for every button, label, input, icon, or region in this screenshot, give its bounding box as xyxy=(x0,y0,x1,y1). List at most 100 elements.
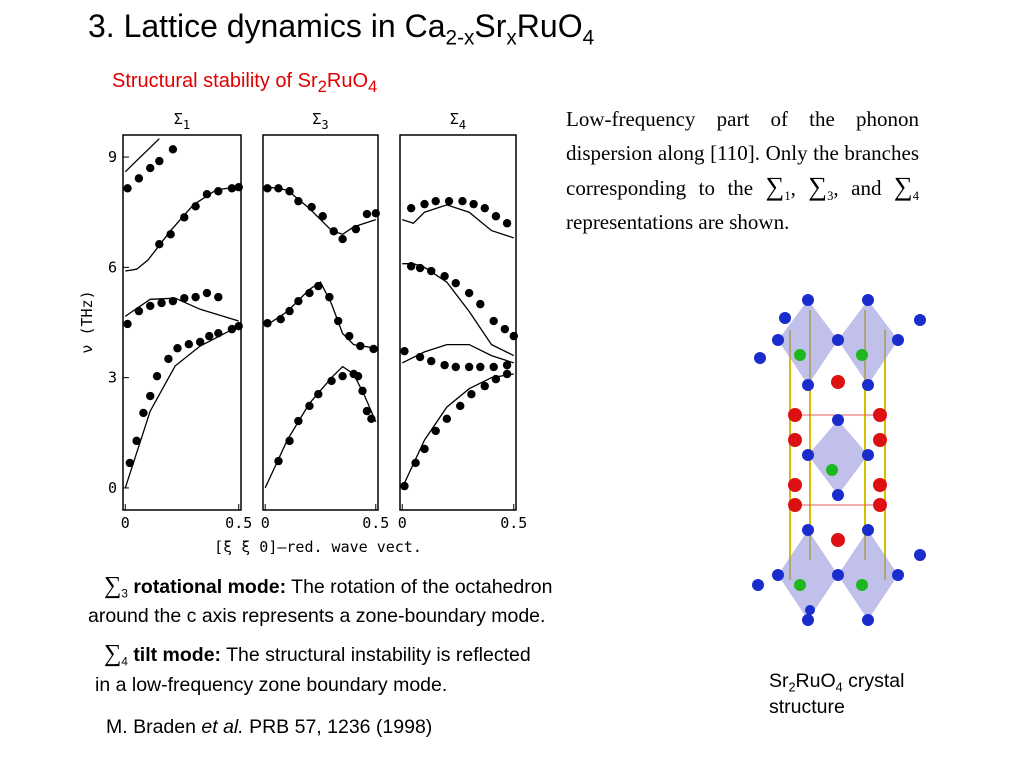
caption-text: RuO xyxy=(795,670,836,692)
title-text: RuO xyxy=(516,8,583,44)
subtitle-sub: 2 xyxy=(317,77,327,96)
data-point xyxy=(285,306,294,316)
data-point xyxy=(480,203,489,213)
data-point xyxy=(400,481,409,491)
data-point xyxy=(157,298,166,308)
panel-title-symbol: Σ xyxy=(312,110,321,128)
subtitle-text: Structural stability of Sr xyxy=(112,70,318,92)
panel-title: Σ4 xyxy=(450,110,466,132)
data-point xyxy=(184,339,194,349)
caption-sub: 2 xyxy=(788,680,796,695)
dispersion-curve xyxy=(124,138,160,173)
data-point xyxy=(442,414,452,424)
figure-subtitle: Structural stability of Sr2RuO4 xyxy=(112,70,377,97)
dispersion-curve xyxy=(125,185,239,272)
data-point xyxy=(146,301,155,311)
x-tick-label: 0.5 xyxy=(362,514,389,532)
data-point xyxy=(123,319,132,329)
dispersion-curve xyxy=(401,373,514,489)
data-point xyxy=(500,324,510,334)
data-point xyxy=(451,362,460,372)
data-point xyxy=(464,288,474,298)
panel-title-sub: 3 xyxy=(321,118,328,132)
data-point xyxy=(146,391,155,401)
panel-title-symbol: Σ xyxy=(450,110,459,128)
data-point xyxy=(123,184,132,193)
y-tick-label: 0 xyxy=(108,479,117,497)
dispersion-curve xyxy=(265,185,377,236)
panel-title: Σ1 xyxy=(174,110,190,132)
slide-title: 3. Lattice dynamics in Ca2-xSrxRuO4 xyxy=(88,8,594,48)
dispersion-curve xyxy=(401,343,515,364)
x-tick-label: 0 xyxy=(261,514,270,532)
data-point xyxy=(406,203,416,213)
dispersion-curve xyxy=(124,325,239,489)
data-point xyxy=(431,426,440,436)
data-point xyxy=(458,196,467,206)
data-point xyxy=(502,219,512,228)
dispersion-curve xyxy=(124,297,239,322)
note-heading: rotational mode: xyxy=(133,576,287,598)
reference: M. Braden et al. PRB 57, 1236 (1998) xyxy=(106,716,432,739)
data-point xyxy=(440,360,449,370)
data-point xyxy=(234,321,243,331)
sigma: ∑ xyxy=(765,172,785,201)
data-point xyxy=(489,316,498,326)
y-axis-label: ν (THz) xyxy=(78,290,96,353)
note-text: around the c axis represents a zone-boun… xyxy=(88,605,546,627)
data-point xyxy=(202,189,212,199)
panel-title-sub: 4 xyxy=(459,118,466,132)
sigma: ∑ xyxy=(104,572,122,599)
x-axis-label: [ξ ξ 0]—red. wave vect. xyxy=(214,538,422,556)
data-point xyxy=(509,331,518,341)
note: ∑4 tilt mode: The structural instability… xyxy=(104,640,531,669)
data-point xyxy=(202,288,212,298)
sigma: ∑ xyxy=(104,640,122,667)
data-point xyxy=(139,408,148,418)
sigma-sub: 1 xyxy=(784,189,791,204)
data-point xyxy=(371,209,380,218)
note: around the c axis represents a zone-boun… xyxy=(88,602,545,630)
data-point xyxy=(168,145,178,154)
data-point xyxy=(125,458,135,468)
panel-frame xyxy=(399,134,517,511)
caption: Sr2RuO4 crystal structure xyxy=(769,668,959,720)
crystal-structure xyxy=(752,294,926,626)
dispersion-curve xyxy=(402,204,515,239)
title-text: Sr xyxy=(474,8,507,44)
data-point xyxy=(173,344,182,353)
data-point xyxy=(420,199,429,209)
title-sub: 2-x xyxy=(445,26,475,50)
note-heading: tilt mode: xyxy=(133,644,222,666)
data-point xyxy=(180,213,189,222)
ref-text: PRB 57, 1236 (1998) xyxy=(243,716,433,738)
data-point xyxy=(476,362,485,372)
desc-text: , and xyxy=(833,176,894,200)
data-point xyxy=(431,196,440,206)
data-point xyxy=(134,174,144,183)
data-point xyxy=(489,362,498,372)
data-point xyxy=(456,401,465,411)
data-point xyxy=(420,444,429,454)
dispersion-curve xyxy=(264,281,376,349)
panel-title: Σ3 xyxy=(312,110,328,132)
note-text: The rotation of the octahedron xyxy=(291,576,553,598)
desc-text: , xyxy=(790,176,809,200)
data-point xyxy=(180,294,189,303)
data-point xyxy=(338,234,347,244)
caption-text: crystal structure xyxy=(769,670,905,718)
desc-text: representations are shown. xyxy=(566,210,790,234)
data-point xyxy=(362,406,372,416)
title-sub: 4 xyxy=(582,26,595,50)
data-point xyxy=(134,306,144,316)
x-tick-label: 0 xyxy=(121,514,130,532)
data-point xyxy=(400,346,409,356)
sigma: ∑ xyxy=(893,172,913,201)
caption-sub: 4 xyxy=(835,680,843,695)
panel-title-sub: 1 xyxy=(183,118,190,132)
description: Low-frequency part of the phonon dispers… xyxy=(566,102,919,239)
data-point xyxy=(427,356,436,366)
ref-text: M. Braden xyxy=(106,716,202,738)
data-point xyxy=(451,278,460,288)
